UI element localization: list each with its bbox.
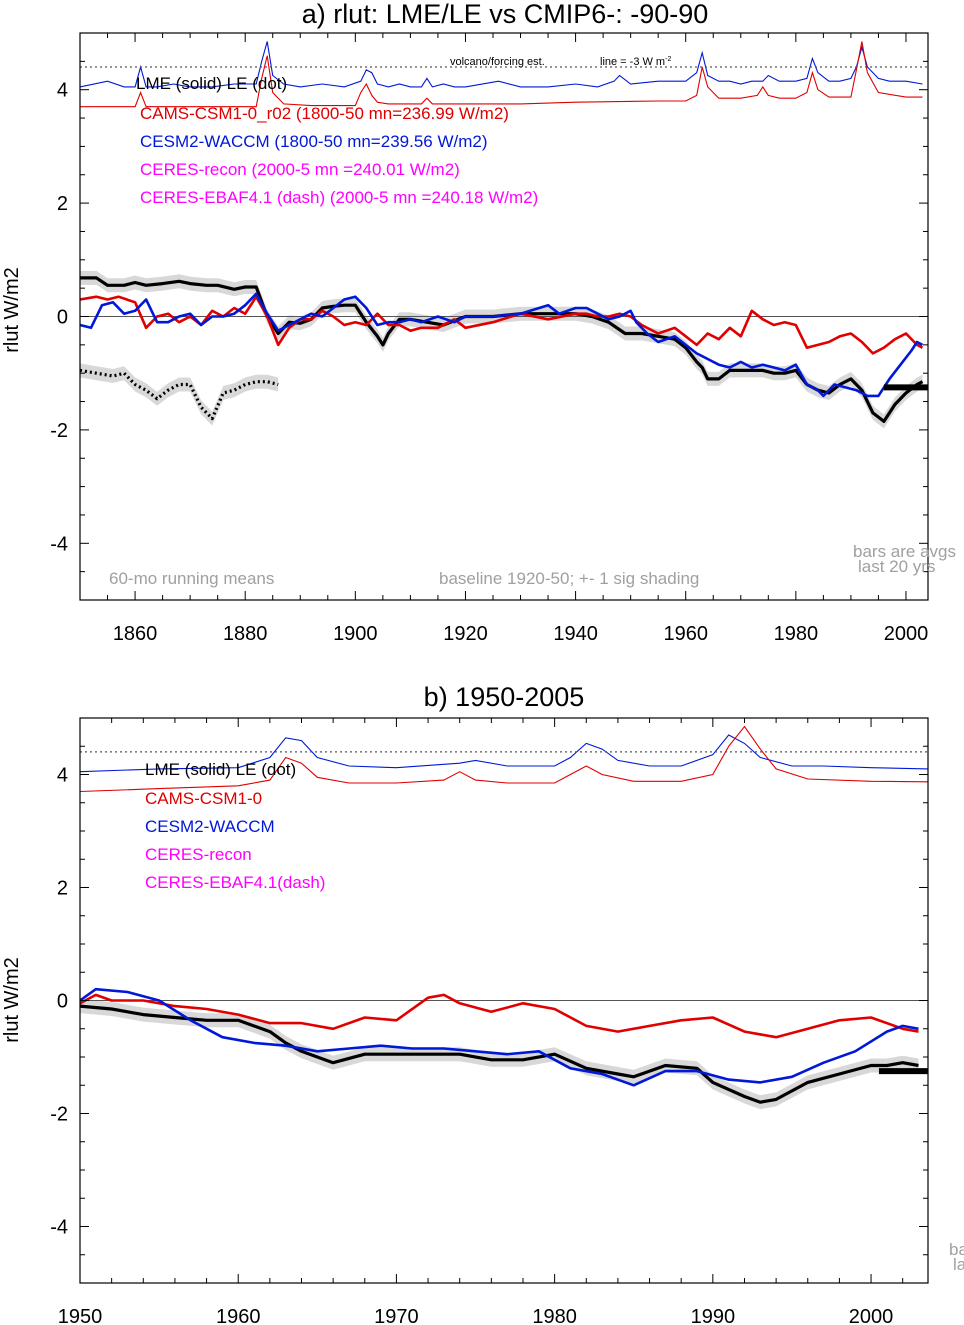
- panel-a-x-tick-label: 1920: [443, 623, 488, 645]
- panel-b-legend-lme-le: LME (solid) LE (dot): [145, 760, 296, 779]
- panel-a-ticks: [79, 32, 928, 601]
- panel-a-forcing-note: volcano/forcing est.: [450, 56, 545, 68]
- panel-a-forcing-line-unit-exp: -2: [665, 56, 671, 63]
- panel-b-series-cams-csm1-0: [79, 993, 919, 1039]
- panel-a-forcing-lines: [79, 41, 923, 108]
- panel-a-y-tick-label: -2: [50, 420, 68, 442]
- panel-b-x-tick-labels: 1950 1960 1970 1980 1990 2000: [58, 1306, 894, 1325]
- panel-a-y-tick-label: 0: [57, 307, 68, 329]
- panel-a-x-tick-label: 1880: [223, 623, 268, 645]
- panel-a-y-tick-label: -4: [50, 533, 68, 555]
- panel-a-legend-ceres-recon: CERES-recon (2000-5 mn =240.01 W/m2): [140, 160, 460, 179]
- panel-a-x-tick-label: 2000: [884, 623, 929, 645]
- panel-a-y-tick-label: 4: [57, 80, 68, 102]
- panel-b-y-axis-label: rlut W/m2: [1, 957, 23, 1043]
- panel-a-x-tick-label: 1900: [333, 623, 378, 645]
- panel-a-y-tick-labels: -4 -2 0 2 4: [50, 80, 68, 556]
- panel-b-y-tick-label: 0: [57, 991, 68, 1013]
- panel-a-shading: [80, 270, 923, 429]
- panel-b-legend-cesm2: CESM2-WACCM: [145, 817, 275, 836]
- panel-b-ticks: [79, 717, 928, 1284]
- panel-b-x-tick-label: 1980: [532, 1306, 577, 1325]
- panel-b-series-lme: [79, 1004, 919, 1104]
- panel-b-x-tick-label: 1990: [691, 1306, 736, 1325]
- panel-a-title: a) rlut: LME/LE vs CMIP6-: -90-90: [302, 0, 709, 29]
- panel-b-y-tick-label: 2: [57, 878, 68, 900]
- panel-a-running-mean-note: 60-mo running means: [109, 569, 274, 588]
- panel-b: b) 1950-2005 1950 1960 1970 1980 1990 2000 -4…: [1, 682, 964, 1325]
- panel-b-forcing-cesm2-waccm: [79, 734, 929, 773]
- panel-a-legend-lme-le: LME (solid) LE (dot): [136, 74, 287, 93]
- panel-a-series-cesm2-waccm: [79, 292, 924, 398]
- panel-a-forcing-cams-csm1-0: [80, 41, 923, 108]
- panel-a-series-cams-csm1-0: [79, 295, 924, 355]
- panel-b-y-tick-label: -2: [50, 1104, 68, 1126]
- panel-a-bars-note-1: bars are avgs: [853, 542, 956, 561]
- panel-a-baseline-note: baseline 1920-50; +- 1 sig shading: [439, 569, 699, 588]
- panel-b-x-tick-label: 2000: [849, 1306, 894, 1325]
- panel-b-y-tick-labels: -4 -2 0 2 4: [50, 765, 68, 1239]
- panel-a-y-axis-label: rlut W/m2: [1, 267, 23, 353]
- panel-a-bars-note-2: last 20 yrs: [858, 557, 935, 576]
- panel-a-forcing-line-note: line = -3 W m-2: [600, 56, 671, 68]
- panel-b-x-tick-label: 1970: [374, 1306, 419, 1325]
- panel-a-series: [79, 276, 924, 423]
- panel-b-bars-note-2: la: [953, 1255, 964, 1274]
- panel-a-y-tick-label: 2: [57, 193, 68, 215]
- panel-a-legend-cams: CAMS-CSM1-0_r02 (1800-50 mn=236.99 W/m2): [140, 104, 509, 123]
- panel-b-bars-note-1: ba: [949, 1240, 964, 1259]
- panel-a-x-tick-label: 1860: [113, 623, 158, 645]
- panel-b-y-tick-label: 4: [57, 765, 68, 787]
- panel-a-x-tick-label: 1940: [553, 623, 598, 645]
- panel-a-x-tick-labels: 1860 1880 1900 1920 1940 1960 1980 2000: [113, 623, 928, 645]
- panel-b-title: b) 1950-2005: [424, 682, 585, 712]
- panel-a-x-tick-label: 1980: [774, 623, 819, 645]
- panel-b-y-tick-label: -4: [50, 1217, 68, 1239]
- panel-b-series: [79, 987, 919, 1104]
- panel-a-forcing-cesm2-waccm: [79, 41, 923, 88]
- panel-b-legend-cams: CAMS-CSM1-0: [145, 789, 262, 808]
- panel-a-legend-ceres-ebaf: CERES-EBAF4.1 (dash) (2000-5 mn =240.18 …: [140, 188, 538, 207]
- panel-a-series-lme: [80, 276, 924, 423]
- panel-b-forcing-cams-csm1-0: [79, 725, 929, 793]
- panel-b-forcing-lines: [79, 725, 929, 793]
- panel-a-shading-le: [80, 363, 279, 426]
- panel-a-legend-cesm2: CESM2-WACCM (1800-50 mn=239.56 W/m2): [140, 132, 488, 151]
- panel-a: a) rlut: LME/LE vs CMIP6-: -90-90 1860 18…: [1, 0, 956, 645]
- panel-b-series-cesm2-waccm: [79, 987, 919, 1087]
- panel-b-x-tick-label: 1950: [58, 1306, 103, 1325]
- panel-b-x-tick-label: 1960: [216, 1306, 261, 1325]
- panel-a-shading-lme: [80, 270, 923, 429]
- panel-b-legend-ceres-ebaf: CERES-EBAF4.1(dash): [145, 873, 325, 892]
- panel-a-x-tick-label: 1960: [663, 623, 708, 645]
- panel-b-legend-ceres-recon: CERES-recon: [145, 845, 252, 864]
